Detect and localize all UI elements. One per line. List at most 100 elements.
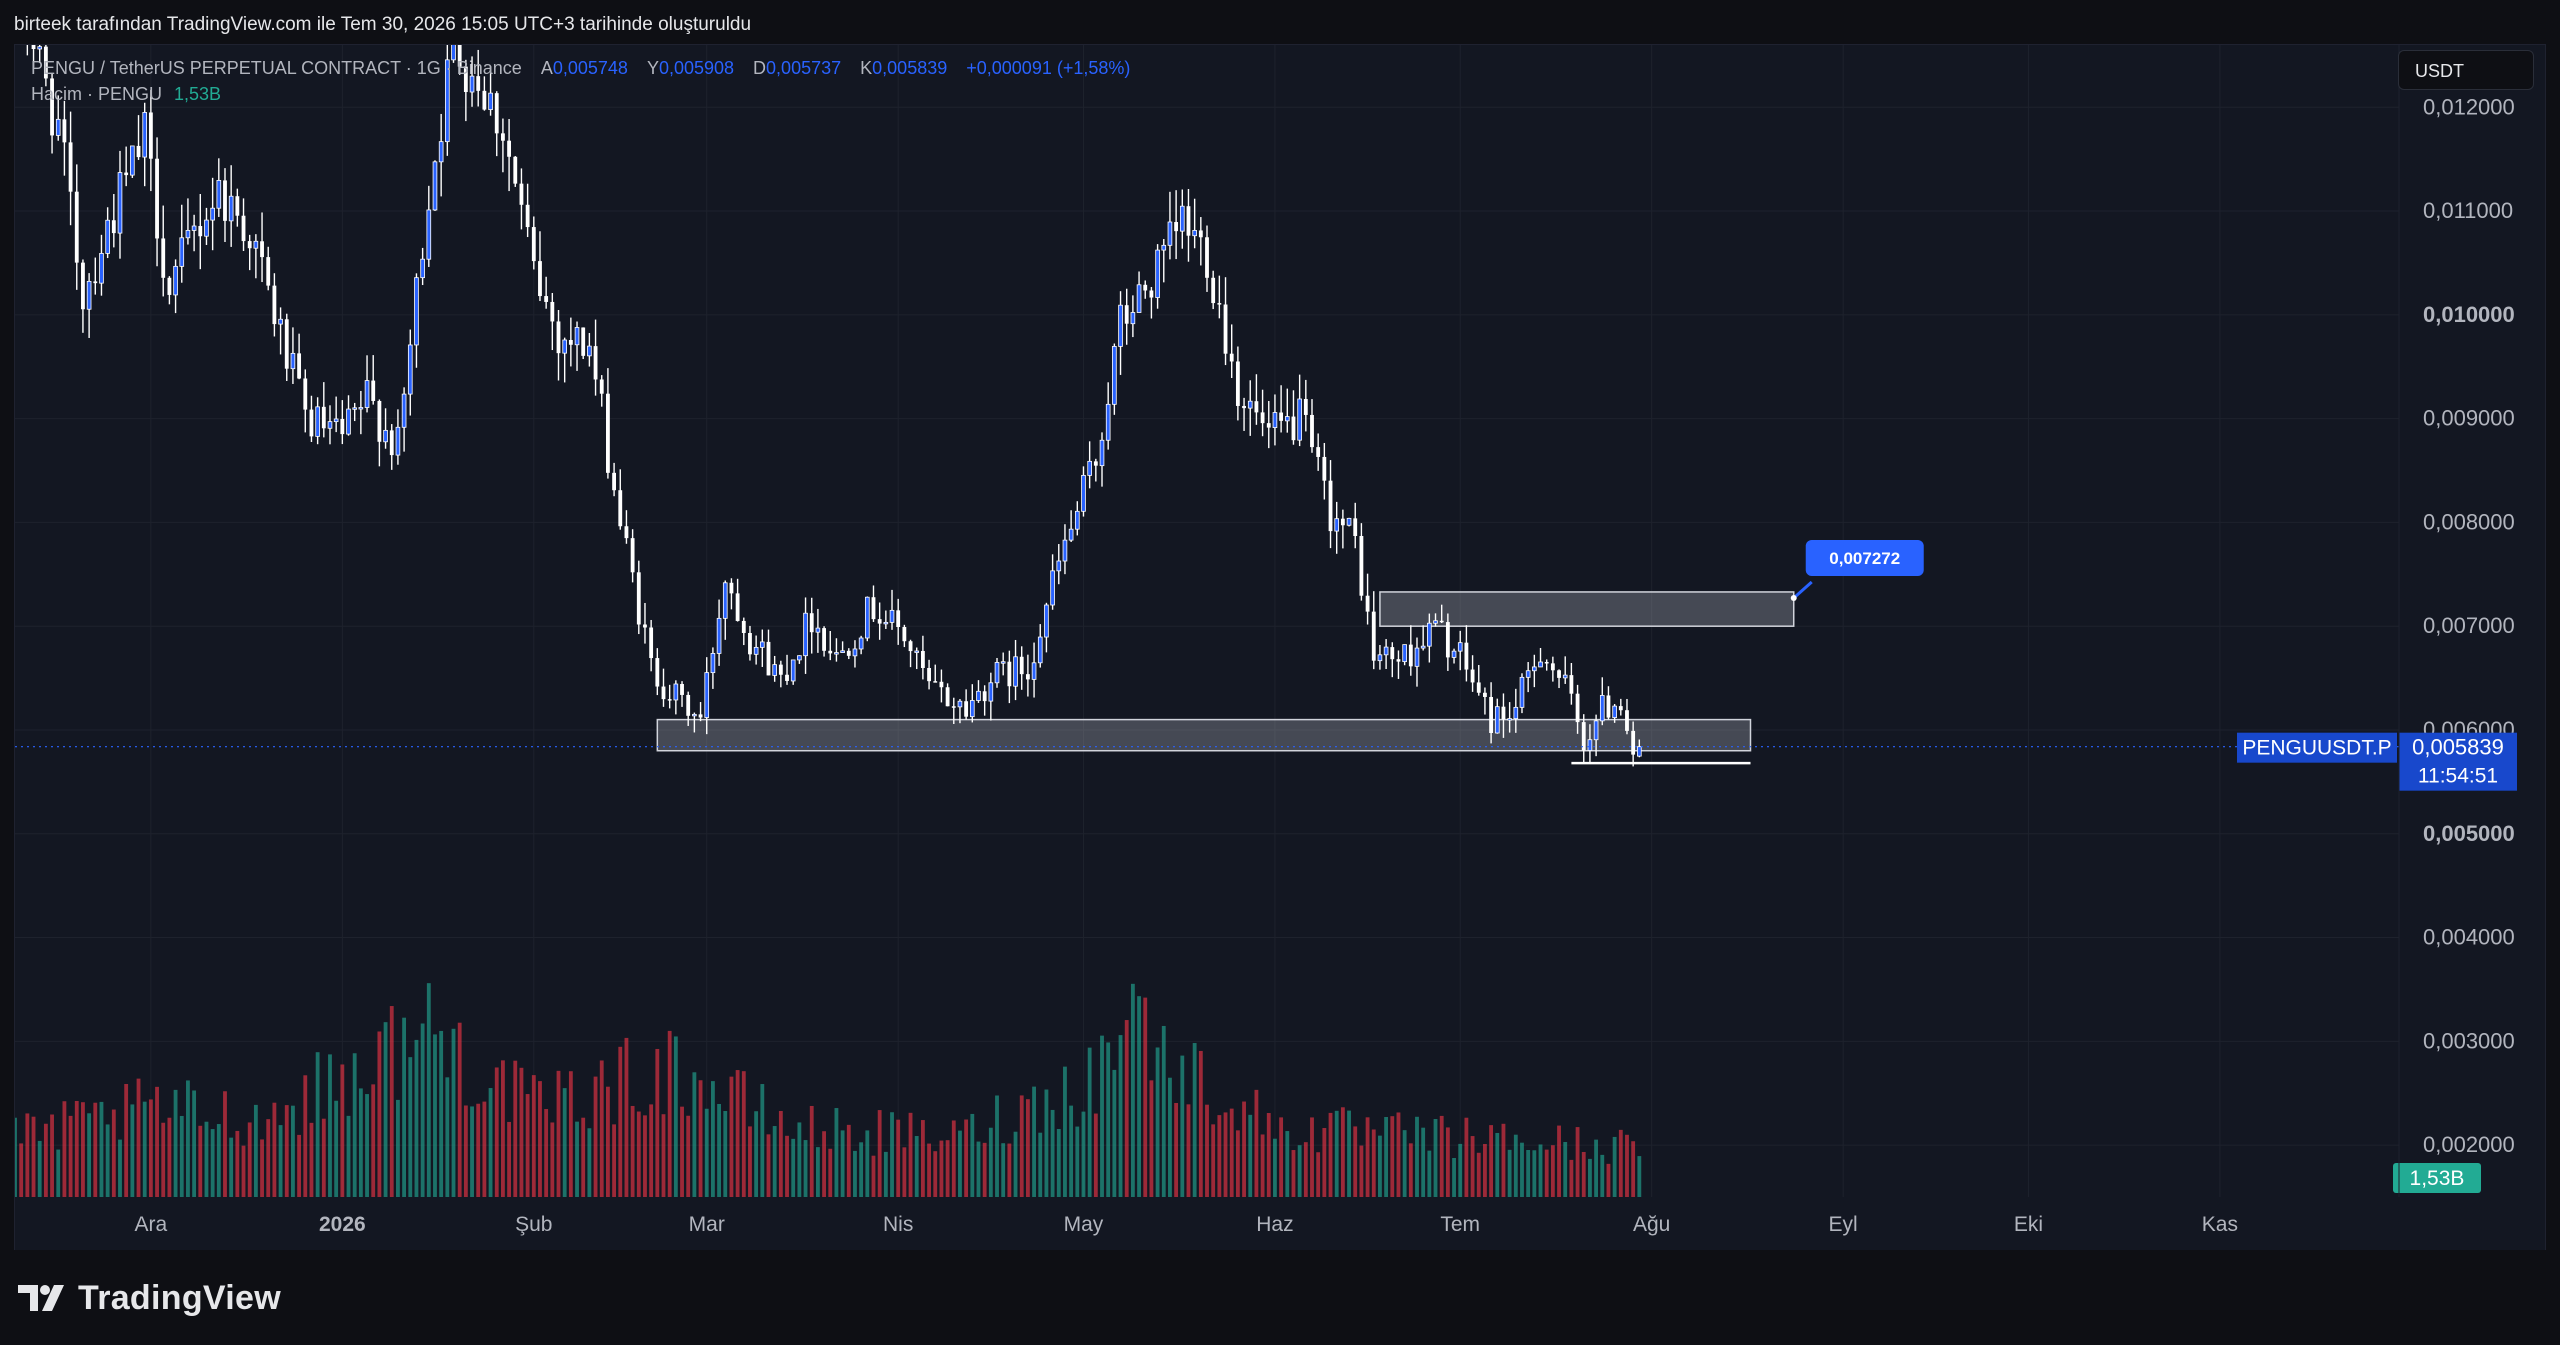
volume-bar	[612, 1124, 617, 1197]
tradingview-logo-icon	[18, 1285, 64, 1311]
volume-bar	[1032, 1086, 1036, 1197]
candle-body	[618, 490, 623, 527]
candle-body	[815, 627, 821, 633]
volume-bar	[1458, 1143, 1463, 1197]
candle-body	[914, 650, 920, 653]
candle-body	[1161, 244, 1167, 251]
candle-body	[1501, 706, 1506, 720]
candle-body	[661, 686, 666, 700]
candle-body	[1593, 720, 1599, 741]
volume-bar	[1371, 1129, 1376, 1197]
legend-high: 0,005908	[658, 58, 735, 78]
countdown-label: 11:54:51	[2418, 765, 2498, 788]
volume-bar	[1631, 1141, 1636, 1197]
candle-body	[1525, 670, 1531, 678]
volume-bar	[1532, 1150, 1537, 1197]
volume-bar	[303, 1075, 308, 1197]
volume-bar	[1303, 1142, 1308, 1197]
volume-bar	[74, 1100, 79, 1197]
candle-body	[1581, 722, 1586, 751]
candle-body	[1538, 661, 1543, 668]
volume-bar	[266, 1119, 271, 1197]
candle-body	[790, 659, 796, 682]
volume-bar	[1050, 1109, 1055, 1197]
candle-body	[303, 378, 308, 410]
volume-bar	[371, 1084, 376, 1197]
price-chart[interactable]: 0,012000 0,011000 0,010000 0,009000 0,008000…	[15, 45, 2545, 1251]
volume-bar	[87, 1113, 92, 1197]
volume-bar	[1452, 1157, 1456, 1197]
currency-select[interactable]: USDT	[2398, 50, 2534, 90]
volume-bar	[334, 1100, 339, 1197]
volume-bar	[735, 1070, 740, 1197]
volume-bar	[476, 1103, 481, 1197]
candle-body	[1074, 510, 1080, 530]
y-tick-label: 0,010000	[2423, 302, 2515, 327]
volume-bar	[1019, 1095, 1024, 1197]
candle-body	[1186, 206, 1191, 236]
volume-bar	[1464, 1117, 1469, 1197]
candle-body	[1130, 312, 1136, 325]
volume-bar	[710, 1081, 715, 1197]
symbol-tag	[2237, 732, 2397, 763]
candle-body	[1519, 676, 1525, 708]
candle-body	[31, 45, 36, 50]
candle-body	[1284, 416, 1290, 422]
candle-body	[1025, 674, 1030, 680]
volume-bar	[1161, 1025, 1166, 1197]
candle-body	[778, 664, 783, 675]
volume-bar	[605, 1086, 610, 1197]
candle-body	[1544, 661, 1549, 664]
candle-body	[834, 652, 839, 655]
volume-bar	[1415, 1116, 1419, 1197]
candle-body	[482, 90, 487, 110]
volume-bar	[1445, 1127, 1450, 1197]
candle-body	[99, 253, 104, 284]
candle-body	[266, 257, 271, 286]
volume-bar	[754, 1111, 759, 1197]
candle-body	[1328, 480, 1333, 532]
candle-body	[969, 700, 975, 718]
candle-body	[383, 429, 388, 443]
candle-body	[822, 628, 826, 651]
candle-body	[988, 682, 994, 702]
volume-bar	[896, 1119, 901, 1197]
volume-bar	[272, 1102, 277, 1197]
volume-bar	[365, 1094, 369, 1197]
y-tick-label: 0,005000	[2423, 821, 2515, 846]
tradingview-logo[interactable]: TradingView	[18, 1276, 281, 1320]
candle-body	[191, 225, 197, 231]
volume-bar	[1557, 1125, 1561, 1197]
candle-body	[587, 345, 592, 357]
legend-symbol[interactable]: PENGU / TetherUS PERPETUAL CONTRACT · 1G…	[31, 58, 522, 78]
volume-bar	[581, 1117, 586, 1197]
volume-bar	[253, 1104, 258, 1197]
volume-bar	[1507, 1149, 1512, 1197]
volume-bar	[871, 1155, 876, 1197]
candle-body	[494, 93, 499, 134]
candle-body	[716, 617, 722, 654]
zone-rectangle	[1379, 591, 1795, 627]
volume-bar	[1291, 1150, 1296, 1197]
candle-body	[1217, 303, 1222, 305]
volume-bar	[1229, 1108, 1234, 1197]
candle-body	[432, 161, 438, 211]
volume-bar	[1081, 1111, 1086, 1197]
legend-volume-label[interactable]: Hacim · PENGU	[31, 84, 163, 104]
callout-label: 0,007272	[1829, 549, 1900, 568]
candle-body	[864, 596, 870, 639]
candle-body	[1427, 622, 1432, 647]
volume-bar	[815, 1147, 820, 1197]
candle-body	[945, 687, 950, 707]
volume-bar	[1408, 1143, 1413, 1197]
volume-bar	[988, 1127, 993, 1197]
legend-close-label: K	[860, 58, 873, 78]
volume-bar	[309, 1122, 314, 1197]
candle-body	[556, 321, 561, 354]
candle-body	[1451, 650, 1457, 658]
candle-body	[643, 624, 647, 628]
volume-bar	[680, 1106, 684, 1197]
chart-frame[interactable]: 0,012000 0,011000 0,010000 0,009000 0,008000…	[14, 44, 2546, 1252]
candle-body	[1068, 528, 1074, 541]
volume-bar	[1168, 1077, 1172, 1197]
